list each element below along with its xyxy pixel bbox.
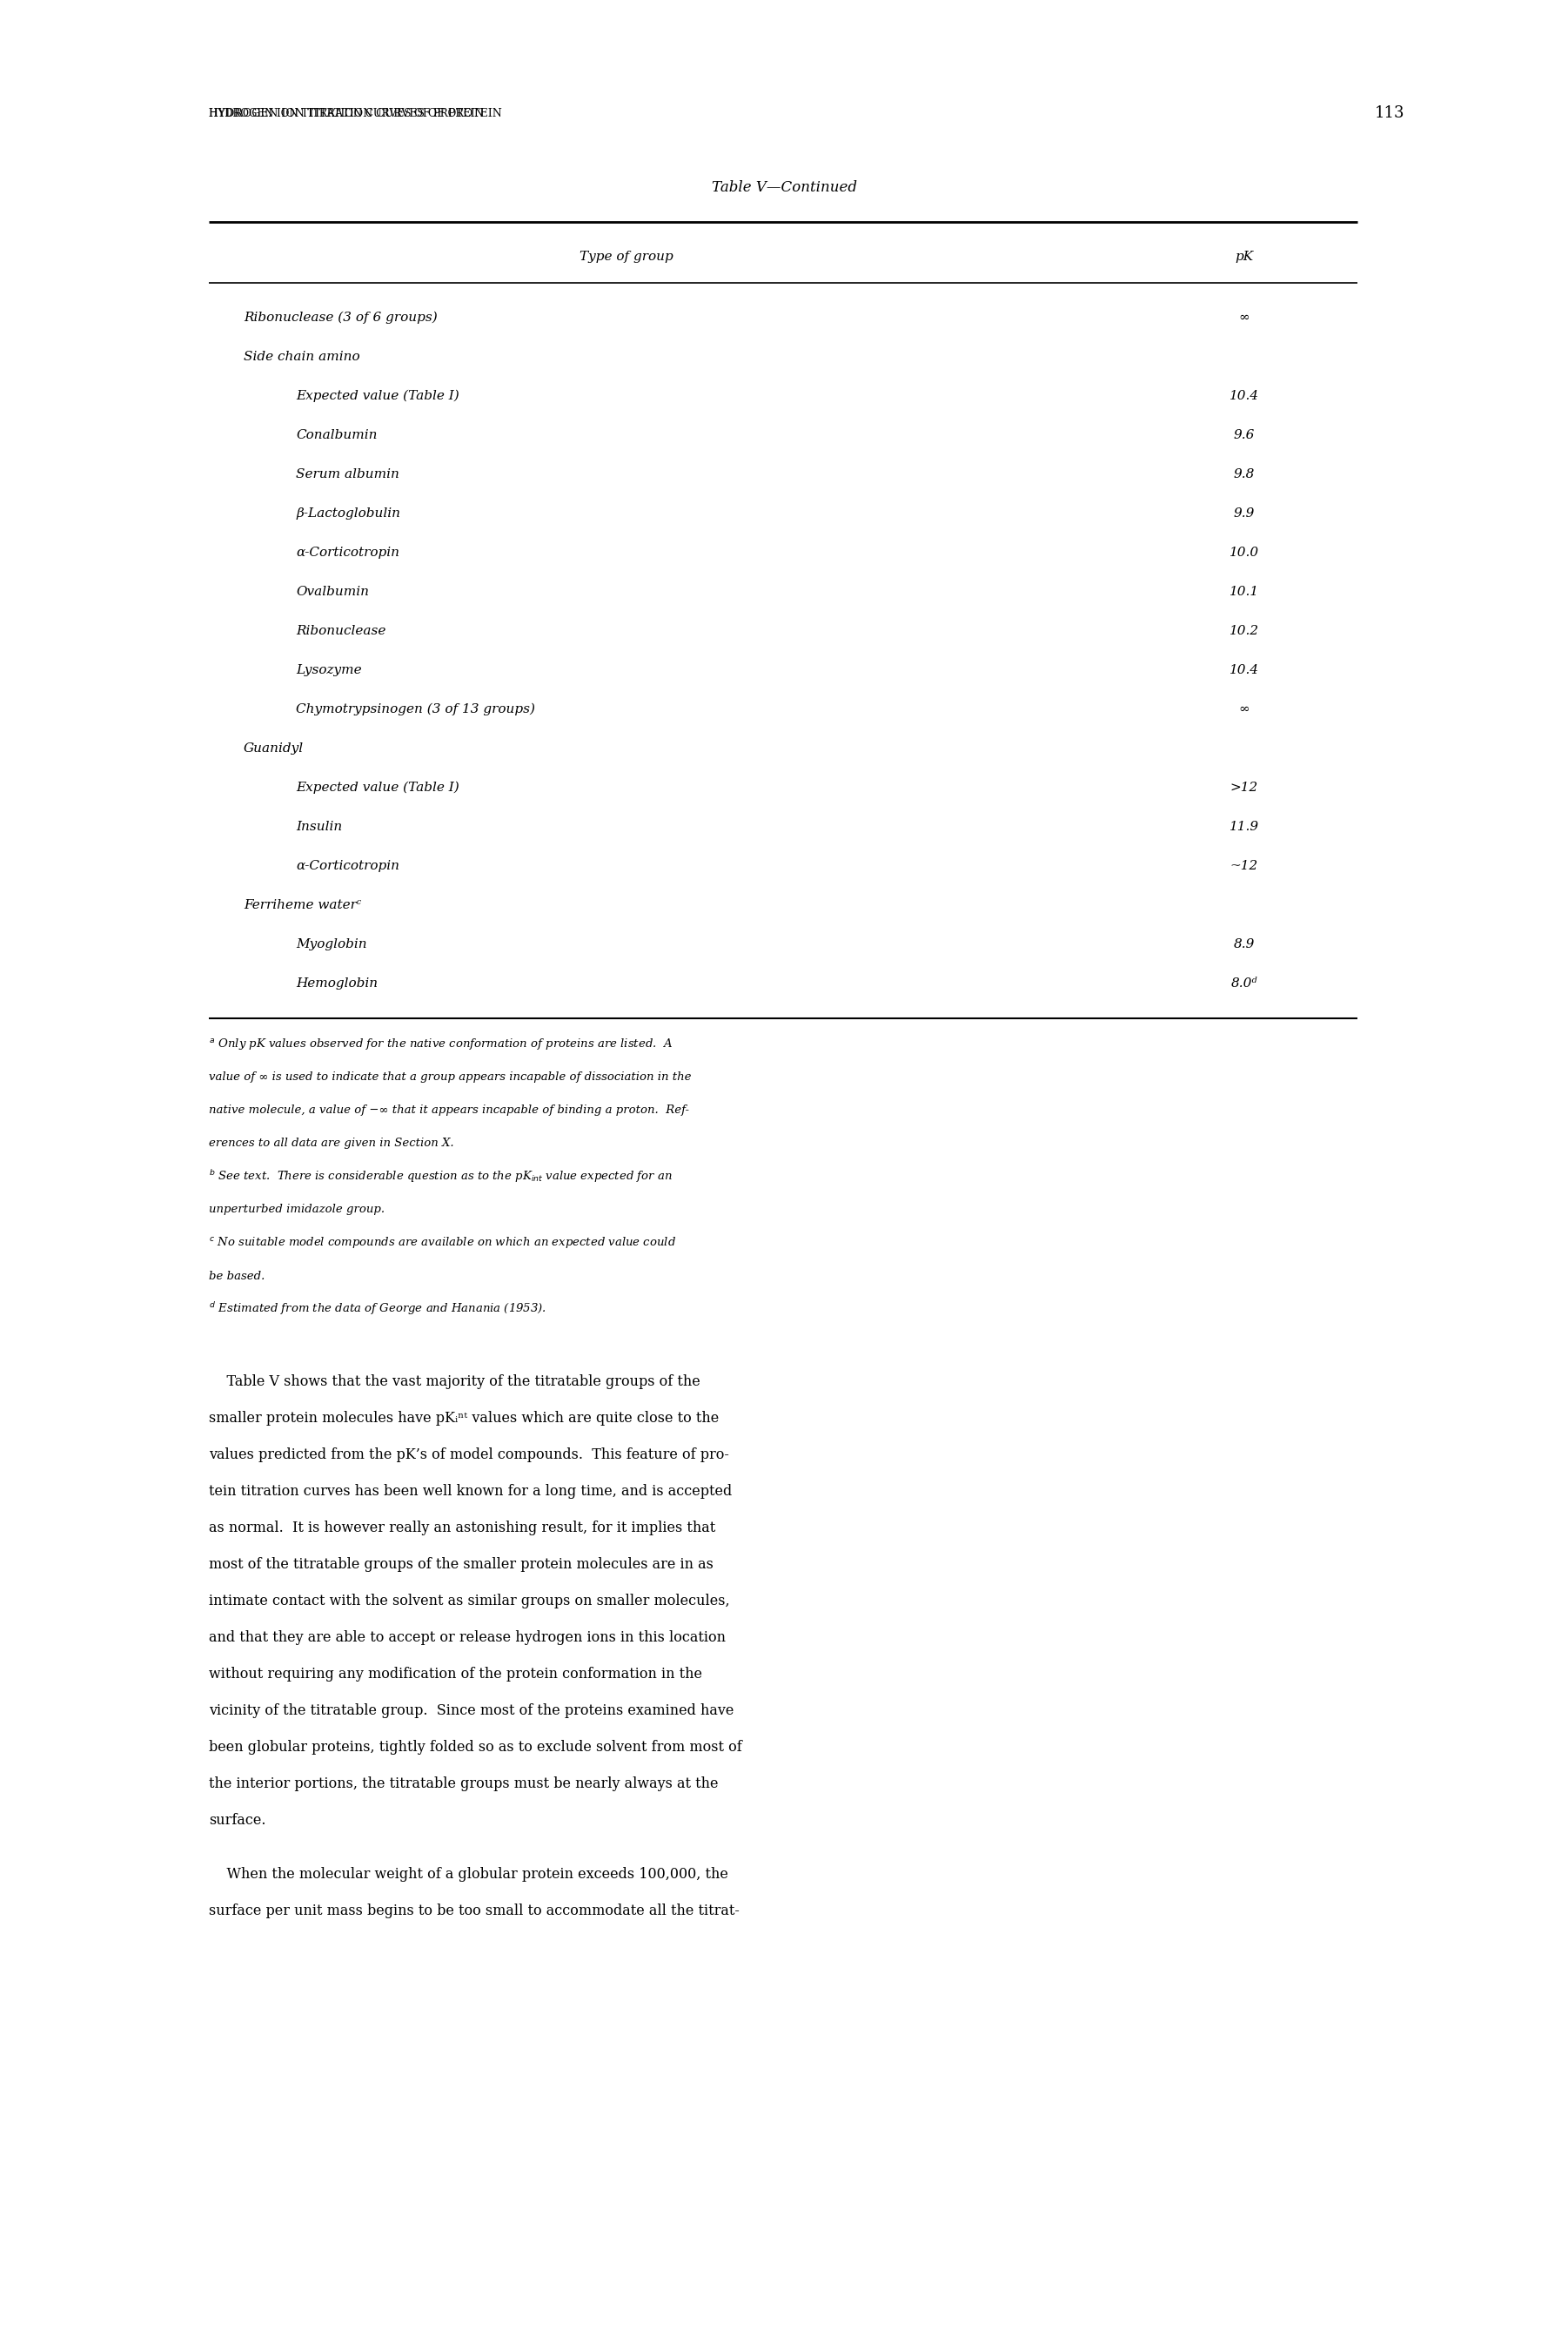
Text: values predicted from the pK’s of model compounds.  This feature of pro-: values predicted from the pK’s of model … <box>209 1448 729 1462</box>
Text: Lysozyme: Lysozyme <box>296 665 362 677</box>
Text: Conalbumin: Conalbumin <box>296 430 378 442</box>
Text: Expected value (Table I): Expected value (Table I) <box>296 783 459 794</box>
Text: native molecule, a value of −∞ that it appears incapable of binding a proton.  R: native molecule, a value of −∞ that it a… <box>209 1104 690 1116</box>
Text: 9.8: 9.8 <box>1234 468 1254 479</box>
Text: surface per unit mass begins to be too small to accommodate all the titrat-: surface per unit mass begins to be too s… <box>209 1904 740 1918</box>
Text: without requiring any modification of the protein conformation in the: without requiring any modification of th… <box>209 1666 702 1680</box>
Text: 10.4: 10.4 <box>1229 665 1259 677</box>
Text: and that they are able to accept or release hydrogen ions in this location: and that they are able to accept or rele… <box>209 1631 726 1645</box>
Text: ~12: ~12 <box>1231 860 1259 872</box>
Text: surface.: surface. <box>209 1812 267 1828</box>
Text: intimate contact with the solvent as similar groups on smaller molecules,: intimate contact with the solvent as sim… <box>209 1593 729 1607</box>
Text: most of the titratable groups of the smaller protein molecules are in as: most of the titratable groups of the sma… <box>209 1556 713 1572</box>
Text: $^d$ Estimated from the data of George and Hanania (1953).: $^d$ Estimated from the data of George a… <box>209 1302 547 1318</box>
Text: unperturbed imidazole group.: unperturbed imidazole group. <box>209 1203 384 1215</box>
Text: 10.2: 10.2 <box>1229 625 1259 637</box>
Text: 8.9: 8.9 <box>1234 938 1254 949</box>
Text: 9.9: 9.9 <box>1234 508 1254 519</box>
Text: HYDROGEN ION TITRATION CURVES OF PROTEIN: HYDROGEN ION TITRATION CURVES OF PROTEIN <box>209 108 483 120</box>
Text: HYDROGEN ION TITRATION CURVES OF PROTEIN: HYDROGEN ION TITRATION CURVES OF PROTEIN <box>209 108 502 120</box>
Text: Ferriheme waterᶜ: Ferriheme waterᶜ <box>243 900 361 912</box>
Text: Ribonuclease: Ribonuclease <box>296 625 386 637</box>
Text: be based.: be based. <box>209 1271 265 1281</box>
Text: Table V shows that the vast majority of the titratable groups of the: Table V shows that the vast majority of … <box>209 1375 701 1389</box>
Text: 8.0ᵈ: 8.0ᵈ <box>1231 978 1258 989</box>
Text: Type of group: Type of group <box>580 251 673 263</box>
Text: 9.6: 9.6 <box>1234 430 1254 442</box>
Text: 10.0: 10.0 <box>1229 548 1259 559</box>
Text: α-Corticotropin: α-Corticotropin <box>296 860 400 872</box>
Text: been globular proteins, tightly folded so as to exclude solvent from most of: been globular proteins, tightly folded s… <box>209 1739 742 1753</box>
Text: 113: 113 <box>1375 106 1405 120</box>
Text: Myoglobin: Myoglobin <box>296 938 367 949</box>
Text: β-Lactoglobulin: β-Lactoglobulin <box>296 508 400 519</box>
Text: 11.9: 11.9 <box>1229 820 1259 832</box>
Text: Serum albumin: Serum albumin <box>296 468 400 479</box>
Text: $^b$ See text.  There is considerable question as to the pK$_{\mathit{int}}$ val: $^b$ See text. There is considerable que… <box>209 1168 673 1184</box>
Text: Guanidyl: Guanidyl <box>243 743 304 754</box>
Text: >12: >12 <box>1231 783 1259 794</box>
Text: value of ∞ is used to indicate that a group appears incapable of dissociation in: value of ∞ is used to indicate that a gr… <box>209 1072 691 1083</box>
Text: Table V—Continued: Table V—Continued <box>712 179 856 195</box>
Text: Ribonuclease (3 of 6 groups): Ribonuclease (3 of 6 groups) <box>243 313 437 324</box>
Text: Side chain amino: Side chain amino <box>243 350 361 362</box>
Text: 10.1: 10.1 <box>1229 585 1259 597</box>
Text: Ovalbumin: Ovalbumin <box>296 585 368 597</box>
Text: Expected value (Table I): Expected value (Table I) <box>296 390 459 402</box>
Text: as normal.  It is however really an astonishing result, for it implies that: as normal. It is however really an aston… <box>209 1520 715 1535</box>
Text: vicinity of the titratable group.  Since most of the proteins examined have: vicinity of the titratable group. Since … <box>209 1704 734 1718</box>
Text: erences to all data are given in Section X.: erences to all data are given in Section… <box>209 1137 453 1149</box>
Text: tein titration curves has been well known for a long time, and is accepted: tein titration curves has been well know… <box>209 1483 732 1499</box>
Text: When the molecular weight of a globular protein exceeds 100,000, the: When the molecular weight of a globular … <box>209 1866 728 1882</box>
Text: smaller protein molecules have pKᵢⁿᵗ values which are quite close to the: smaller protein molecules have pKᵢⁿᵗ val… <box>209 1410 720 1424</box>
Text: 10.4: 10.4 <box>1229 390 1259 402</box>
Text: α-Corticotropin: α-Corticotropin <box>296 548 400 559</box>
Text: the interior portions, the titratable groups must be nearly always at the: the interior portions, the titratable gr… <box>209 1777 718 1791</box>
Text: Chymotrypsinogen (3 of 13 groups): Chymotrypsinogen (3 of 13 groups) <box>296 703 535 717</box>
Text: ∞: ∞ <box>1239 313 1250 324</box>
Text: pK: pK <box>1236 251 1253 263</box>
Text: Hemoglobin: Hemoglobin <box>296 978 378 989</box>
Text: Insulin: Insulin <box>296 820 342 832</box>
Text: ∞: ∞ <box>1239 703 1250 714</box>
Text: $^c$ No suitable model compounds are available on which an expected value could: $^c$ No suitable model compounds are ava… <box>209 1236 676 1250</box>
Text: $^a$ Only pK values observed for the native conformation of proteins are listed.: $^a$ Only pK values observed for the nat… <box>209 1036 673 1053</box>
